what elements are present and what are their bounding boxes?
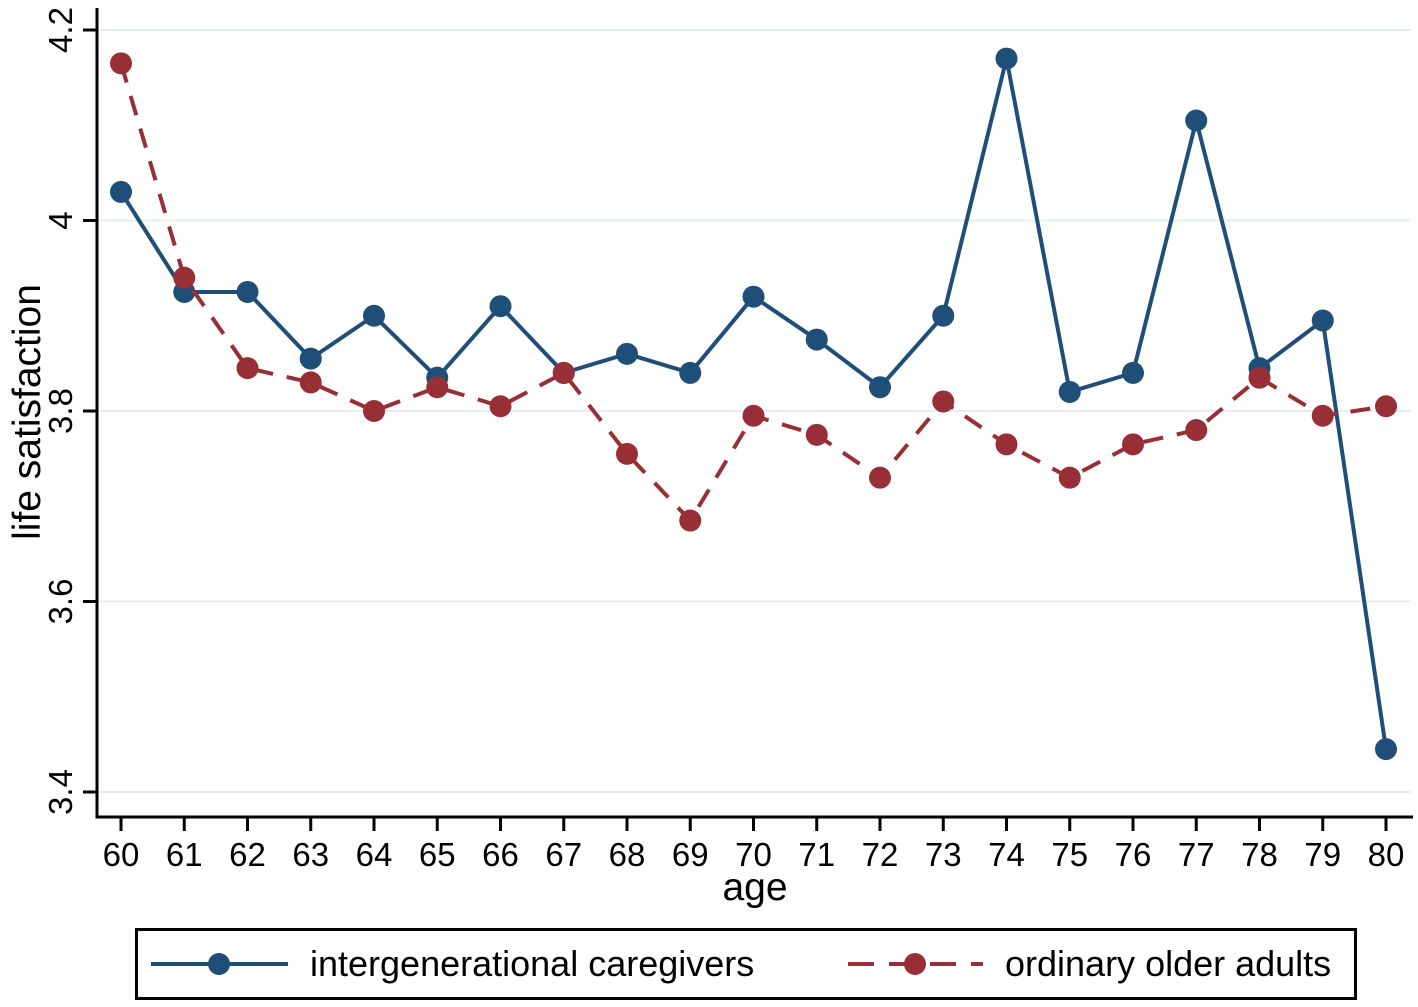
y-axis-title: life satisfaction: [6, 284, 49, 540]
x-tick-label: 71: [798, 836, 835, 873]
x-tick-label: 67: [545, 836, 582, 873]
x-tick-label: 73: [925, 836, 962, 873]
x-tick-label: 66: [482, 836, 519, 873]
series-0-marker: [932, 304, 955, 327]
series-1-marker: [299, 371, 322, 394]
x-tick-label: 65: [419, 836, 456, 873]
legend-marker-circle: [208, 953, 230, 975]
x-tick-label: 64: [356, 836, 393, 873]
series-0-marker: [805, 328, 828, 351]
x-tick-label: 70: [735, 836, 772, 873]
series-0-marker: [679, 361, 702, 384]
series-1-marker: [173, 266, 196, 289]
legend-marker-circle: [904, 953, 926, 975]
y-tick-label: 3.6: [42, 579, 79, 625]
x-tick-label: 68: [609, 836, 646, 873]
x-tick-label: 78: [1241, 836, 1278, 873]
series-0-marker: [1311, 309, 1334, 332]
x-tick-label: 74: [988, 836, 1025, 873]
series-1-marker: [932, 390, 955, 413]
x-tick-label: 62: [229, 836, 266, 873]
y-tick-label: 3.8: [42, 388, 79, 434]
legend: intergenerational caregivers ordinary ol…: [135, 928, 1357, 1000]
legend-label-ordinary-older-adults: ordinary older adults: [1005, 943, 1332, 984]
series-0-marker: [869, 376, 891, 399]
series-1-marker: [236, 357, 259, 380]
series-1-marker: [869, 466, 891, 489]
x-tick-label: 80: [1368, 836, 1405, 873]
series-0-marker: [616, 342, 638, 365]
series-0-marker: [299, 347, 322, 370]
series-1-marker: [1058, 466, 1081, 489]
series-0-marker: [1185, 109, 1208, 132]
series-1-marker: [1185, 419, 1208, 442]
series-0-marker: [489, 295, 512, 318]
series-0-marker: [236, 280, 259, 303]
x-tick-label: 77: [1178, 836, 1215, 873]
series-1-marker: [616, 442, 638, 465]
series-1-marker: [1375, 395, 1397, 418]
x-tick-label: 72: [862, 836, 899, 873]
series-1-marker: [363, 400, 385, 422]
series-1-marker: [1311, 404, 1334, 427]
x-tick-label: 75: [1051, 836, 1088, 873]
series-line-0: [119, 58, 1388, 750]
x-tick-label: 61: [166, 836, 203, 873]
series-0-marker: [110, 180, 132, 203]
x-tick-label: 63: [292, 836, 329, 873]
series-0-marker: [1375, 738, 1397, 761]
series-1-marker: [805, 423, 828, 446]
series-1-marker: [426, 376, 449, 399]
series-0-marker: [363, 304, 385, 327]
x-tick-label: 60: [103, 836, 140, 873]
legend-label-intergenerational-caregivers: intergenerational caregivers: [310, 943, 755, 984]
x-tick-label: 76: [1115, 836, 1152, 873]
series-0-marker: [742, 285, 765, 308]
series-1-marker: [552, 361, 575, 384]
x-tick-label: 69: [672, 836, 709, 873]
x-axis-title: age: [722, 866, 787, 909]
series-0-marker: [1122, 361, 1144, 384]
series-0-marker: [995, 47, 1018, 70]
x-tick-label: 79: [1304, 836, 1341, 873]
series-1-marker: [995, 433, 1018, 456]
y-tick-label: 4: [42, 211, 79, 229]
series-1-marker: [110, 52, 132, 75]
y-tick-label: 3.4: [42, 769, 79, 815]
y-tick-label: 4.2: [42, 7, 79, 53]
series-1-marker: [742, 404, 765, 427]
series-1-marker: [679, 509, 702, 532]
series-1-marker: [1248, 366, 1271, 389]
series-0-marker: [1058, 380, 1081, 403]
series-1-marker: [489, 395, 512, 418]
series-1-marker: [1122, 433, 1144, 456]
